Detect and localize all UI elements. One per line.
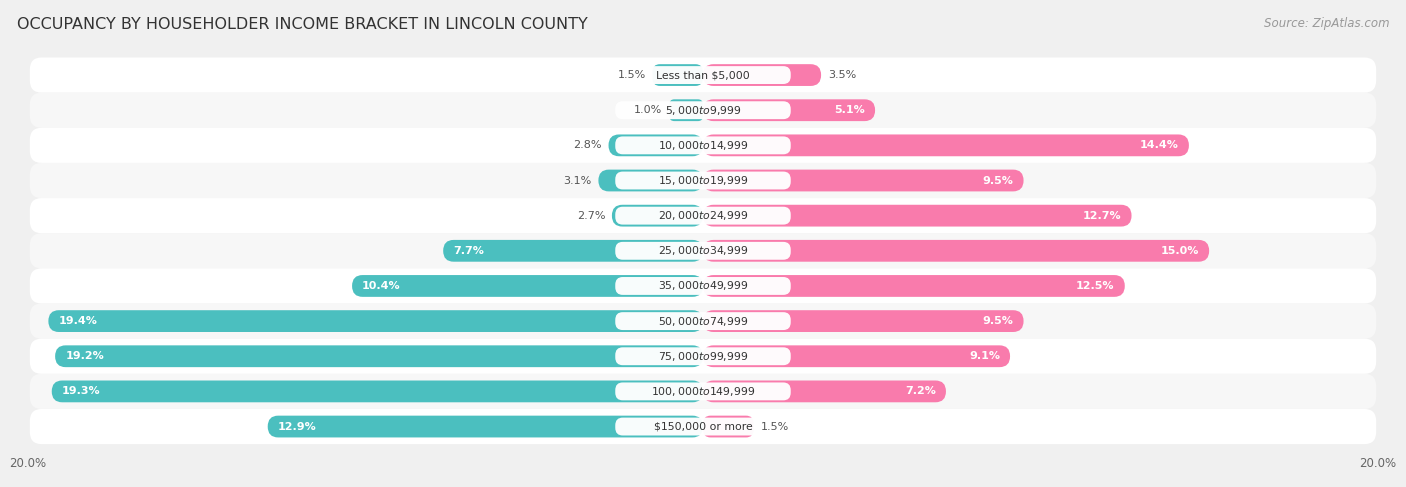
- FancyBboxPatch shape: [48, 310, 703, 332]
- Text: 3.5%: 3.5%: [828, 70, 856, 80]
- FancyBboxPatch shape: [703, 134, 1189, 156]
- FancyBboxPatch shape: [703, 310, 1024, 332]
- Text: 1.5%: 1.5%: [617, 70, 645, 80]
- FancyBboxPatch shape: [616, 418, 790, 435]
- FancyBboxPatch shape: [616, 171, 790, 189]
- FancyBboxPatch shape: [703, 415, 754, 437]
- FancyBboxPatch shape: [30, 233, 1376, 268]
- FancyBboxPatch shape: [609, 134, 703, 156]
- FancyBboxPatch shape: [703, 99, 875, 121]
- FancyBboxPatch shape: [30, 198, 1376, 233]
- FancyBboxPatch shape: [267, 415, 703, 437]
- Text: 1.0%: 1.0%: [634, 105, 662, 115]
- FancyBboxPatch shape: [30, 303, 1376, 338]
- Text: 3.1%: 3.1%: [564, 175, 592, 186]
- Text: 9.5%: 9.5%: [983, 175, 1014, 186]
- Text: 1.5%: 1.5%: [761, 422, 789, 431]
- FancyBboxPatch shape: [616, 312, 790, 330]
- Text: $150,000 or more: $150,000 or more: [654, 422, 752, 431]
- FancyBboxPatch shape: [55, 345, 703, 367]
- FancyBboxPatch shape: [703, 240, 1209, 262]
- FancyBboxPatch shape: [30, 163, 1376, 198]
- Text: $20,000 to $24,999: $20,000 to $24,999: [658, 209, 748, 222]
- Text: $75,000 to $99,999: $75,000 to $99,999: [658, 350, 748, 363]
- FancyBboxPatch shape: [612, 205, 703, 226]
- FancyBboxPatch shape: [616, 242, 790, 260]
- FancyBboxPatch shape: [703, 380, 946, 402]
- Text: 10.4%: 10.4%: [363, 281, 401, 291]
- FancyBboxPatch shape: [703, 205, 1132, 226]
- Text: 12.9%: 12.9%: [278, 422, 316, 431]
- FancyBboxPatch shape: [703, 275, 1125, 297]
- Text: OCCUPANCY BY HOUSEHOLDER INCOME BRACKET IN LINCOLN COUNTY: OCCUPANCY BY HOUSEHOLDER INCOME BRACKET …: [17, 17, 588, 32]
- Text: 12.7%: 12.7%: [1083, 211, 1122, 221]
- FancyBboxPatch shape: [703, 345, 1010, 367]
- FancyBboxPatch shape: [616, 347, 790, 365]
- FancyBboxPatch shape: [30, 374, 1376, 409]
- Text: 15.0%: 15.0%: [1161, 246, 1199, 256]
- Text: $50,000 to $74,999: $50,000 to $74,999: [658, 315, 748, 328]
- FancyBboxPatch shape: [616, 101, 790, 119]
- Text: $15,000 to $19,999: $15,000 to $19,999: [658, 174, 748, 187]
- FancyBboxPatch shape: [616, 382, 790, 400]
- Text: Less than $5,000: Less than $5,000: [657, 70, 749, 80]
- Text: 9.5%: 9.5%: [983, 316, 1014, 326]
- Text: 19.3%: 19.3%: [62, 386, 100, 396]
- FancyBboxPatch shape: [616, 206, 790, 225]
- Text: $5,000 to $9,999: $5,000 to $9,999: [665, 104, 741, 117]
- FancyBboxPatch shape: [443, 240, 703, 262]
- FancyBboxPatch shape: [703, 64, 821, 86]
- Text: 19.4%: 19.4%: [59, 316, 97, 326]
- Text: $10,000 to $14,999: $10,000 to $14,999: [658, 139, 748, 152]
- Text: $25,000 to $34,999: $25,000 to $34,999: [658, 244, 748, 257]
- FancyBboxPatch shape: [599, 169, 703, 191]
- FancyBboxPatch shape: [703, 169, 1024, 191]
- FancyBboxPatch shape: [30, 409, 1376, 444]
- Text: 12.5%: 12.5%: [1076, 281, 1115, 291]
- Text: 9.1%: 9.1%: [969, 351, 1000, 361]
- FancyBboxPatch shape: [30, 268, 1376, 303]
- Text: $100,000 to $149,999: $100,000 to $149,999: [651, 385, 755, 398]
- FancyBboxPatch shape: [616, 136, 790, 154]
- Text: 14.4%: 14.4%: [1140, 140, 1178, 150]
- FancyBboxPatch shape: [52, 380, 703, 402]
- FancyBboxPatch shape: [30, 57, 1376, 93]
- FancyBboxPatch shape: [30, 338, 1376, 374]
- Text: 2.8%: 2.8%: [574, 140, 602, 150]
- FancyBboxPatch shape: [669, 99, 703, 121]
- FancyBboxPatch shape: [30, 128, 1376, 163]
- Text: 7.2%: 7.2%: [905, 386, 936, 396]
- FancyBboxPatch shape: [616, 66, 790, 84]
- Text: 7.7%: 7.7%: [453, 246, 484, 256]
- Text: $35,000 to $49,999: $35,000 to $49,999: [658, 280, 748, 293]
- FancyBboxPatch shape: [30, 93, 1376, 128]
- Text: 5.1%: 5.1%: [834, 105, 865, 115]
- FancyBboxPatch shape: [352, 275, 703, 297]
- Text: 2.7%: 2.7%: [576, 211, 605, 221]
- Text: Source: ZipAtlas.com: Source: ZipAtlas.com: [1264, 17, 1389, 30]
- FancyBboxPatch shape: [616, 277, 790, 295]
- FancyBboxPatch shape: [652, 64, 703, 86]
- Text: 19.2%: 19.2%: [65, 351, 104, 361]
